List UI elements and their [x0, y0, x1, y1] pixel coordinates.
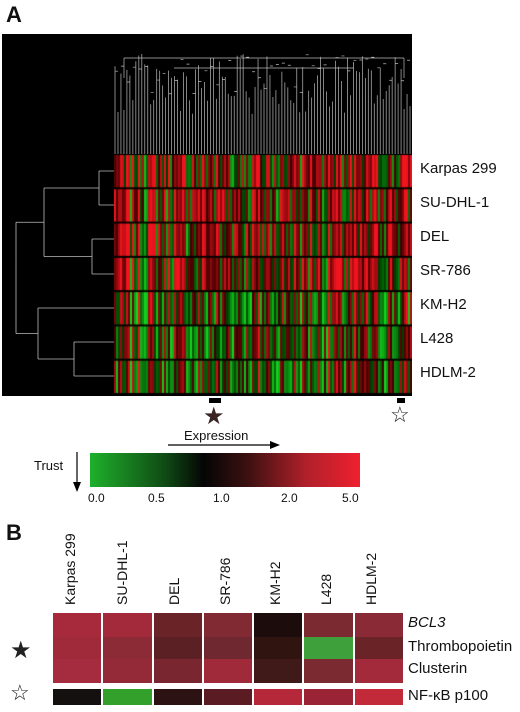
heatmap-cell: [203, 613, 253, 637]
group-separator: [52, 683, 404, 689]
heatmap-cell: [354, 689, 403, 705]
trust-label: Trust: [34, 458, 64, 473]
left-dendrogram: [15, 170, 114, 377]
dendrogram-branches: [114, 54, 411, 154]
scale-tick: 1.0: [213, 491, 230, 505]
column-label-del: DEL: [166, 577, 182, 605]
heatmap-cell: [354, 613, 403, 637]
heatmap-cell: [153, 613, 202, 637]
heatmap-cell: [103, 613, 152, 637]
heatmap-cell: [254, 659, 303, 683]
cluster-bar-filled: [209, 398, 221, 403]
column-label-karpas-299: Karpas 299: [62, 533, 78, 605]
row-label-l428: L428: [420, 330, 454, 347]
heatmap-cell: [153, 637, 202, 659]
panel-b-label: B: [6, 520, 22, 545]
heatmap-cell: [304, 689, 353, 705]
heatmap-cell: [53, 637, 102, 659]
expression-arrow: [168, 441, 280, 449]
heatmap-cell: [53, 613, 102, 637]
gene-label-bcl3: BCL3: [408, 614, 446, 631]
column-label-hdlm-2: HDLM-2: [363, 552, 379, 605]
column-label-sr-786: SR-786: [217, 557, 233, 605]
filled-star-icon: ★: [10, 637, 32, 664]
heatmap-cell: [304, 613, 353, 637]
heatmap-cell: [103, 689, 152, 705]
heatmap-cell: [203, 637, 253, 659]
column-label-km-h2: KM-H2: [267, 561, 283, 605]
dendrogram-branches: [15, 170, 114, 377]
open-star-icon: ☆: [390, 402, 410, 427]
heatmap-cell: [203, 689, 253, 705]
gene-label-nfkb-p100: NF-κB p100: [408, 687, 489, 704]
row-label-km-h2: KM-H2: [420, 296, 467, 313]
top-dendrogram: [114, 54, 411, 154]
heatmap-cell: [53, 689, 102, 705]
heatmap-cell: [103, 659, 152, 683]
scale-tick: 0.0: [88, 491, 105, 505]
heatmap-cell: [354, 659, 403, 683]
heatmap-cell: [153, 659, 202, 683]
scale-tick: 5.0: [342, 491, 359, 505]
cluster-bar-open: [397, 398, 405, 403]
expression-color-scale: [90, 453, 360, 487]
row-label-su-dhl-1: SU-DHL-1: [420, 194, 490, 211]
row-label-sr-786: SR-786: [420, 262, 471, 279]
trust-arrow: [73, 452, 81, 492]
scale-tick: 2.0: [281, 491, 298, 505]
gene-label-clusterin: Clusterin: [408, 660, 468, 677]
heatmap-cell: [254, 613, 303, 637]
heatmap-cell: [103, 637, 152, 659]
heatmap-cell: [203, 659, 253, 683]
panel-a-label: A: [6, 2, 22, 27]
heatmap-cell: [53, 659, 102, 683]
column-label-su-dhl-1: SU-DHL-1: [114, 540, 130, 605]
filled-star-icon: ★: [203, 403, 225, 430]
heatmap-cell: [254, 689, 303, 705]
heatmap-cell: [304, 659, 353, 683]
heatmap-cell: [304, 637, 353, 659]
gene-label-thrombopoietin: Thrombopoietin: [408, 638, 513, 655]
scale-tick: 0.5: [148, 491, 165, 505]
row-label-del: DEL: [420, 228, 450, 245]
heatmap-cell: [254, 637, 303, 659]
row-label-karpas-299: Karpas 299: [420, 160, 497, 177]
heatmap-cell: [354, 637, 403, 659]
open-star-icon: ☆: [10, 680, 30, 705]
column-label-l428: L428: [318, 573, 334, 605]
row-label-hdlm-2: HDLM-2: [420, 364, 476, 381]
heatmap-cell: [153, 689, 202, 705]
expression-label: Expression: [184, 428, 249, 443]
panel-b-heatmap: [52, 613, 404, 705]
panel-a-heatmap: [114, 154, 412, 394]
